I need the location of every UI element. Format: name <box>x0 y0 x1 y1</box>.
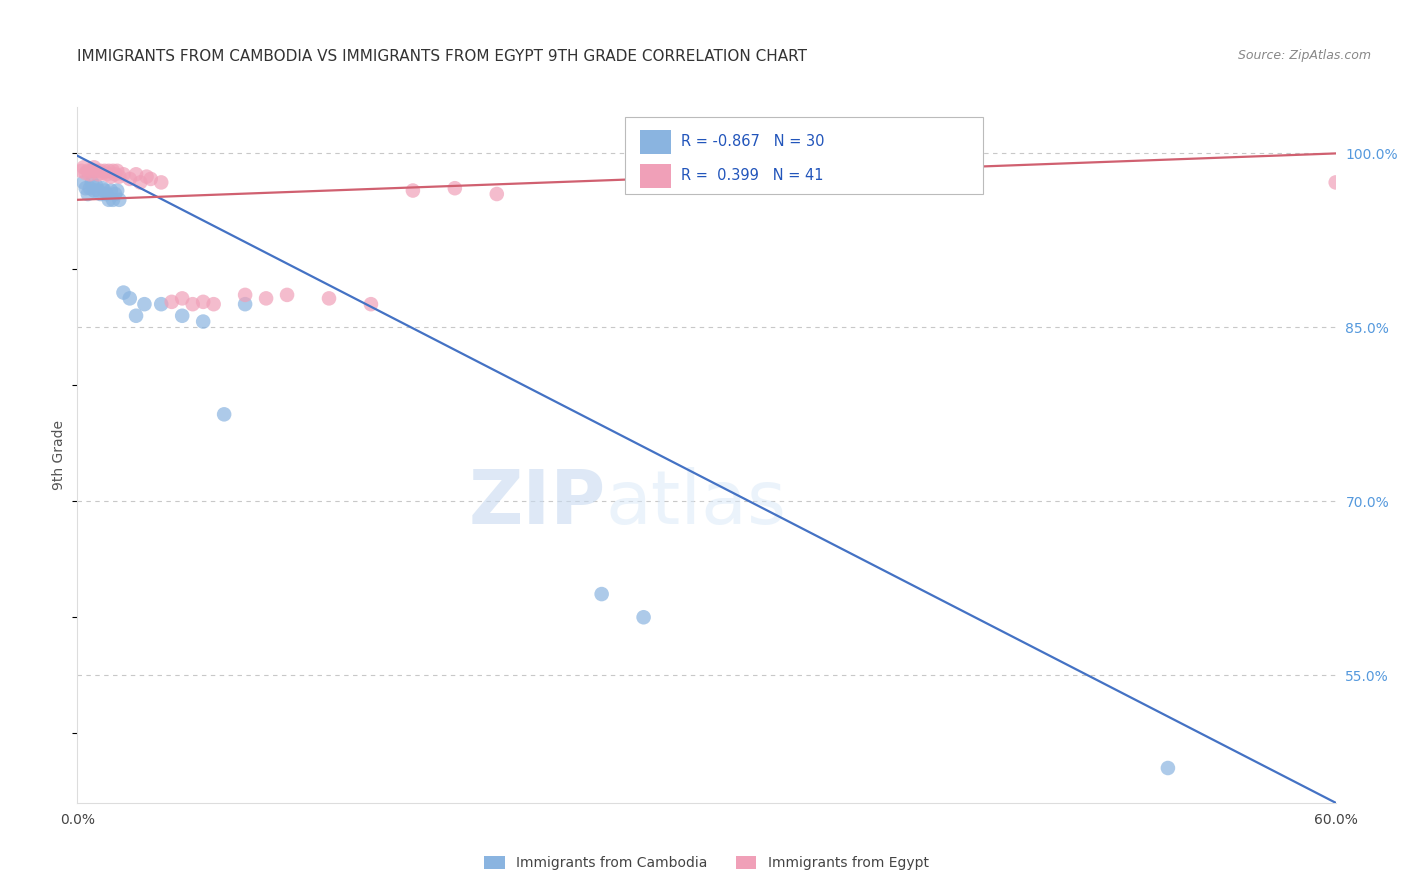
Point <box>129 175 152 190</box>
Point <box>254 291 277 305</box>
Point <box>87 184 110 198</box>
Point <box>402 184 425 198</box>
Point <box>105 164 128 178</box>
Point <box>118 291 141 305</box>
Point <box>104 167 127 181</box>
Point <box>150 175 173 190</box>
FancyBboxPatch shape <box>624 118 983 194</box>
Legend: Immigrants from Cambodia, Immigrants from Egypt: Immigrants from Cambodia, Immigrants fro… <box>479 850 934 876</box>
Point <box>75 181 97 195</box>
Point <box>91 166 114 180</box>
Point <box>633 610 655 624</box>
Point <box>139 172 162 186</box>
Point <box>233 288 256 302</box>
Point <box>97 193 120 207</box>
Text: ZIP: ZIP <box>468 467 606 541</box>
Point <box>360 297 382 311</box>
Point <box>181 297 204 311</box>
Point <box>80 175 103 190</box>
Point <box>172 309 194 323</box>
Point <box>76 187 98 202</box>
Point <box>118 172 141 186</box>
Point <box>160 294 183 309</box>
Point <box>89 164 111 178</box>
Point <box>800 172 823 186</box>
Point <box>112 285 135 300</box>
Point <box>97 164 120 178</box>
Point <box>84 164 107 178</box>
Point <box>79 167 101 181</box>
Text: IMMIGRANTS FROM CAMBODIA VS IMMIGRANTS FROM EGYPT 9TH GRADE CORRELATION CHART: IMMIGRANTS FROM CAMBODIA VS IMMIGRANTS F… <box>77 49 807 64</box>
Point <box>83 161 105 175</box>
Point <box>72 161 94 175</box>
Text: R =  0.399   N = 41: R = 0.399 N = 41 <box>682 168 824 183</box>
Point <box>70 164 93 178</box>
Point <box>101 164 124 178</box>
Point <box>318 291 340 305</box>
Text: Source: ZipAtlas.com: Source: ZipAtlas.com <box>1237 49 1371 62</box>
Point <box>591 587 613 601</box>
Point <box>485 187 508 202</box>
Point <box>100 169 122 184</box>
Point <box>172 291 194 305</box>
Text: R = -0.867   N = 30: R = -0.867 N = 30 <box>682 134 825 149</box>
Point <box>72 175 94 190</box>
Point <box>91 181 114 195</box>
Point <box>108 169 131 184</box>
Y-axis label: 9th Grade: 9th Grade <box>52 420 66 490</box>
Point <box>93 184 115 198</box>
Point <box>233 297 256 311</box>
Bar <box>640 163 671 188</box>
Point <box>212 407 235 422</box>
Point <box>134 297 156 311</box>
Point <box>87 167 110 181</box>
Point <box>93 164 115 178</box>
Point <box>96 167 118 181</box>
Point <box>79 181 101 195</box>
Point <box>108 193 131 207</box>
Point <box>1324 175 1347 190</box>
Point <box>76 164 98 178</box>
Point <box>125 167 148 181</box>
Point <box>104 187 127 202</box>
Point <box>150 297 173 311</box>
Point <box>191 315 215 329</box>
Bar <box>640 130 671 154</box>
Point <box>89 187 111 202</box>
Point <box>191 294 215 309</box>
Point <box>276 288 298 302</box>
Point <box>80 164 103 178</box>
Point <box>101 193 124 207</box>
Point <box>105 184 128 198</box>
Point <box>112 167 135 181</box>
Point <box>100 184 122 198</box>
Point <box>96 187 118 202</box>
Point <box>125 309 148 323</box>
Point <box>444 181 467 195</box>
Point <box>1157 761 1180 775</box>
Point <box>84 178 107 193</box>
Text: atlas: atlas <box>606 467 787 541</box>
Point <box>83 184 105 198</box>
Point <box>202 297 225 311</box>
Point <box>135 169 157 184</box>
Point <box>75 166 97 180</box>
